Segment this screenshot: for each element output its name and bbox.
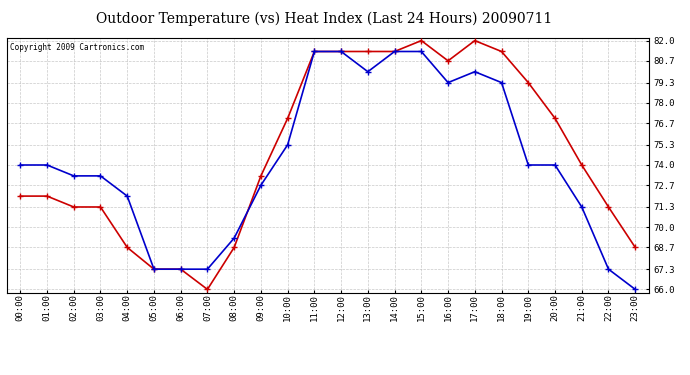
Text: Outdoor Temperature (vs) Heat Index (Last 24 Hours) 20090711: Outdoor Temperature (vs) Heat Index (Las… — [96, 11, 553, 26]
Text: Copyright 2009 Cartronics.com: Copyright 2009 Cartronics.com — [10, 43, 144, 52]
